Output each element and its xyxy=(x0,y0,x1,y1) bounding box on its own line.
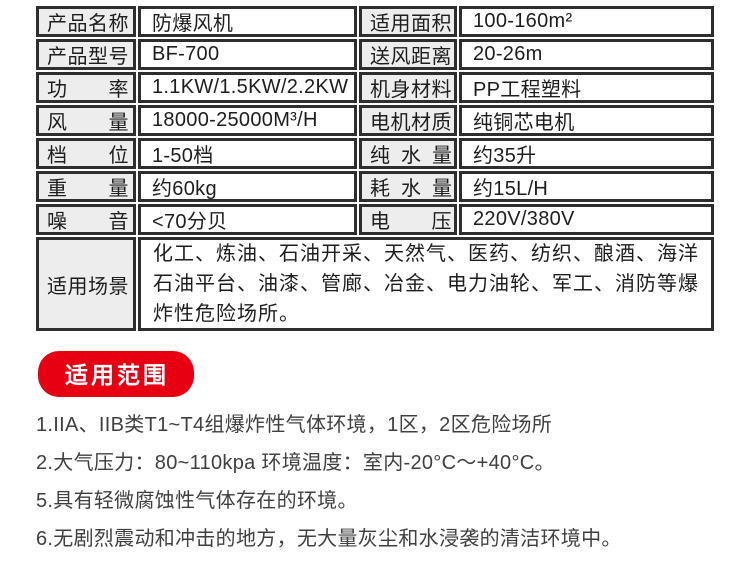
scope-list-item: 6.无剧烈震动和冲击的地方，无大量灰尘和水浸袭的清洁环境中。 xyxy=(36,528,622,550)
spec-value-pure-water-volume: 约35升 xyxy=(459,138,714,169)
applicable-scope-badge-label: 适用范围 xyxy=(65,362,169,388)
applicable-scope-list: 1.IIA、IIB类T1~T4组爆炸性气体环境，1区，2区危险场所 2.大气压力… xyxy=(36,406,714,558)
applicable-scope-badge: 适用范围 xyxy=(38,351,194,397)
spec-value-applicable-scenes: 化工、炼油、石油开采、天然气、医药、纺织、酿酒、海洋石油平台、油漆、管廊、冶金、… xyxy=(138,237,714,331)
scope-list-item: 5.具有轻微腐蚀性气体存在的环境。 xyxy=(36,490,358,512)
spec-label-weight: 重 量 xyxy=(36,171,136,202)
product-spec-page: 产品名称 防爆风机 适用面积 100-160m² 产品型号 BF-700 送风距… xyxy=(36,6,714,558)
spec-value-voltage: 220V/380V xyxy=(459,204,714,235)
spec-value-water-consumption: 约15L/H xyxy=(459,171,714,202)
spec-value-gears: 1-50档 xyxy=(138,138,357,169)
spec-label-air-supply-distance: 送风距离 xyxy=(359,39,457,70)
spec-label-voltage: 电 压 xyxy=(359,204,457,235)
spec-label-applicable-area: 适用面积 xyxy=(359,6,457,37)
spec-label-power: 功 率 xyxy=(36,72,136,103)
spec-label-applicable-scenes: 适用场景 xyxy=(36,237,136,331)
spec-label-motor-material: 电机材质 xyxy=(359,105,457,136)
spec-value-motor-material: 纯铜芯电机 xyxy=(459,105,714,136)
spec-value-applicable-area: 100-160m² xyxy=(459,6,714,37)
spec-table: 产品名称 防爆风机 适用面积 100-160m² 产品型号 BF-700 送风距… xyxy=(36,6,714,331)
scope-list-item: 1.IIA、IIB类T1~T4组爆炸性气体环境，1区，2区危险场所 xyxy=(36,414,553,436)
spec-value-noise: <70分贝 xyxy=(138,204,357,235)
spec-label-pure-water-volume: 纯 水 量 xyxy=(359,138,457,169)
spec-value-body-material: PP工程塑料 xyxy=(459,72,714,103)
spec-value-product-name: 防爆风机 xyxy=(138,6,357,37)
spec-value-air-volume: 18000-25000M³/H xyxy=(138,105,357,136)
spec-label-air-volume: 风 量 xyxy=(36,105,136,136)
spec-label-gears: 档 位 xyxy=(36,138,136,169)
spec-label-model: 产品型号 xyxy=(36,39,136,70)
scope-list-item: 2.大气压力：80~110kpa 环境温度：室内-20°C～+40°C。 xyxy=(36,452,555,474)
spec-value-model: BF-700 xyxy=(138,39,357,70)
spec-value-air-supply-distance: 20-26m xyxy=(459,39,714,70)
spec-value-weight: 约60kg xyxy=(138,171,357,202)
spec-label-body-material: 机身材料 xyxy=(359,72,457,103)
spec-value-power: 1.1KW/1.5KW/2.2KW xyxy=(138,72,357,103)
spec-label-noise: 噪 音 xyxy=(36,204,136,235)
spec-label-water-consumption: 耗 水 量 xyxy=(359,171,457,202)
spec-label-product-name: 产品名称 xyxy=(36,6,136,37)
